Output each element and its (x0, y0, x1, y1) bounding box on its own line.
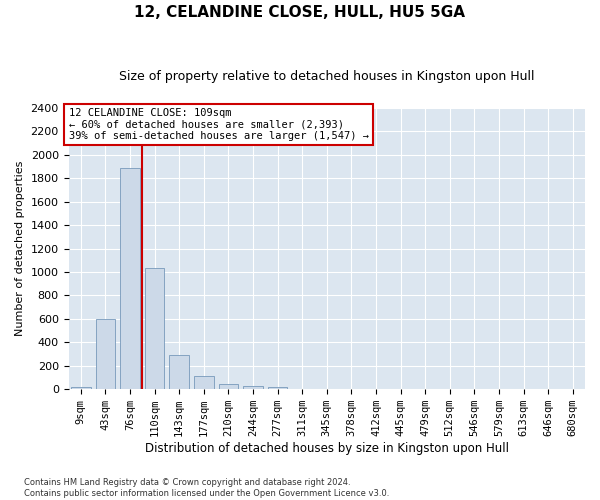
Bar (243, 386, 263, 389)
Bar (71, 388, 91, 389)
Bar (95, 319, 115, 389)
Y-axis label: Number of detached properties: Number of detached properties (15, 161, 25, 336)
Bar (169, 355, 189, 389)
Text: 12, CELANDINE CLOSE, HULL, HU5 5GA: 12, CELANDINE CLOSE, HULL, HU5 5GA (134, 5, 466, 20)
Bar (120, 168, 140, 389)
Text: 12 CELANDINE CLOSE: 109sqm
← 60% of detached houses are smaller (2,393)
39% of s: 12 CELANDINE CLOSE: 109sqm ← 60% of deta… (68, 108, 368, 141)
Title: Size of property relative to detached houses in Kingston upon Hull: Size of property relative to detached ho… (119, 70, 535, 83)
X-axis label: Distribution of detached houses by size in Kingston upon Hull: Distribution of detached houses by size … (145, 442, 509, 455)
Bar (218, 384, 238, 389)
Text: Contains HM Land Registry data © Crown copyright and database right 2024.
Contai: Contains HM Land Registry data © Crown c… (24, 478, 389, 498)
Bar (145, 268, 164, 389)
Bar (268, 387, 287, 389)
Bar (194, 376, 214, 389)
